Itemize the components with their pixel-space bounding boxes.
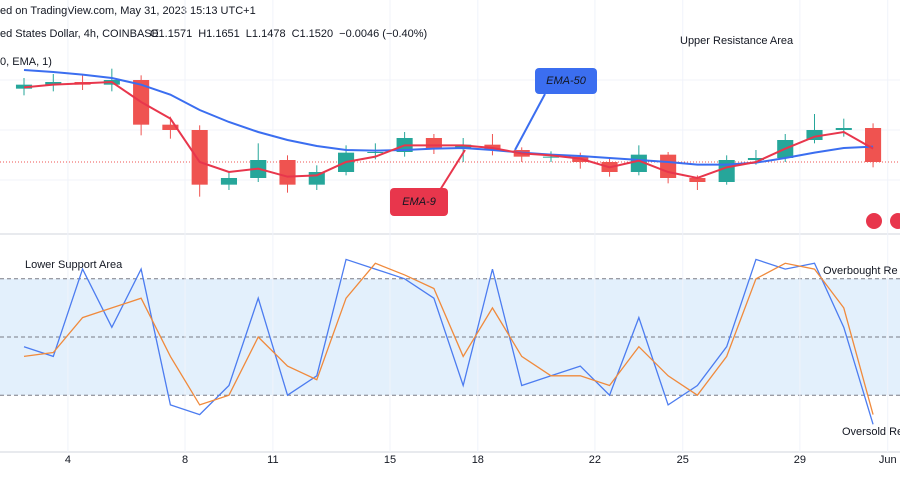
header: ed on TradingView.com, May 31, 2023 15:1… (0, 5, 256, 17)
candle-body (279, 160, 296, 185)
symbol: ed States Dollar, 4h, COINBASE (0, 28, 159, 40)
x-tick-label: Jun (879, 454, 897, 466)
flag-icon (890, 213, 900, 229)
candle-body (865, 128, 882, 162)
x-tick-label: 4 (65, 454, 71, 466)
callout-label: EMA-9 (402, 196, 436, 208)
candle-body (660, 154, 677, 178)
callout-label: EMA-50 (546, 75, 587, 87)
indicator-label: 0, EMA, 1) (0, 56, 52, 68)
annotation: Overbought Re (823, 265, 898, 277)
ohlc-value: H1.1651 (198, 28, 240, 40)
callout-pointer (439, 149, 466, 191)
stoch-line (23, 262, 874, 415)
candle-body (220, 178, 238, 185)
candle-body (191, 130, 208, 185)
candle-body (308, 172, 325, 185)
candle-body (835, 128, 852, 130)
annotation: Lower Support Area (25, 259, 123, 271)
x-tick-label: 15 (384, 454, 396, 466)
ohlc-value: O1.1571 (150, 28, 192, 40)
plot: 4 8 11 15 18 22 25 29 Jun Lower Support Area Overb… (0, 0, 900, 466)
x-tick-label: 8 (182, 454, 188, 466)
candle-body (162, 124, 179, 130)
x-tick-label: 25 (677, 454, 689, 466)
annotation: Upper Resistance Area (680, 35, 794, 47)
candle-body (806, 130, 823, 140)
ohlc-value: L1.1478 (246, 28, 286, 40)
ema-line (23, 80, 874, 180)
candle-body (747, 158, 765, 160)
x-tick-label: 18 (472, 454, 484, 466)
callout-box (535, 68, 597, 94)
ohlc-value: C1.1520 (292, 28, 334, 40)
stoch-line (23, 258, 874, 425)
candle-body (425, 138, 442, 148)
candle-body (45, 82, 62, 85)
candle-body (689, 178, 706, 182)
x-tick-label: 22 (589, 454, 601, 466)
x-tick-label: 11 (267, 454, 278, 466)
annotation: Oversold Re (842, 426, 900, 438)
ohlc-value: −0.0046 (−0.40%) (339, 28, 427, 40)
candle-body (367, 152, 384, 153)
callout-box (390, 188, 448, 216)
flag-icon (866, 213, 882, 229)
candle-body (542, 156, 560, 158)
x-tick-label: 29 (794, 454, 806, 466)
callout-pointer (514, 93, 546, 151)
ema-line (23, 69, 874, 166)
